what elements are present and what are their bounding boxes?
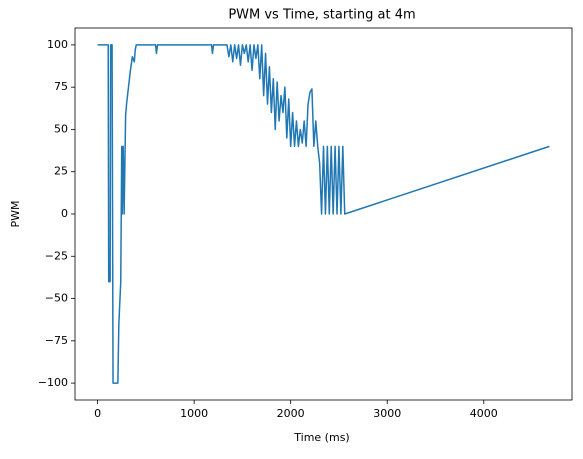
y-tick-label: 0 bbox=[61, 207, 68, 220]
x-axis-label: Time (ms) bbox=[293, 431, 349, 444]
x-tick-label: 2000 bbox=[277, 407, 305, 420]
y-axis-label: PWM bbox=[9, 200, 22, 227]
y-tick-label: −100 bbox=[38, 376, 68, 389]
data-line bbox=[97, 44, 550, 384]
plot-frame bbox=[74, 27, 573, 401]
x-tick-label: 3000 bbox=[373, 407, 401, 420]
y-tick-label: 50 bbox=[54, 122, 68, 135]
y-tick-label: −50 bbox=[45, 292, 68, 305]
y-tick-label: −75 bbox=[45, 334, 68, 347]
y-tick-label: −25 bbox=[45, 249, 68, 262]
y-tick-label: 25 bbox=[54, 165, 68, 178]
x-tick-label: 4000 bbox=[470, 407, 498, 420]
x-tick-label: 0 bbox=[94, 407, 101, 420]
y-tick-label: 100 bbox=[47, 38, 68, 51]
x-tick-label: 1000 bbox=[180, 407, 208, 420]
y-tick-label: 75 bbox=[54, 80, 68, 93]
chart-title: PWM vs Time, starting at 4m bbox=[228, 8, 415, 23]
